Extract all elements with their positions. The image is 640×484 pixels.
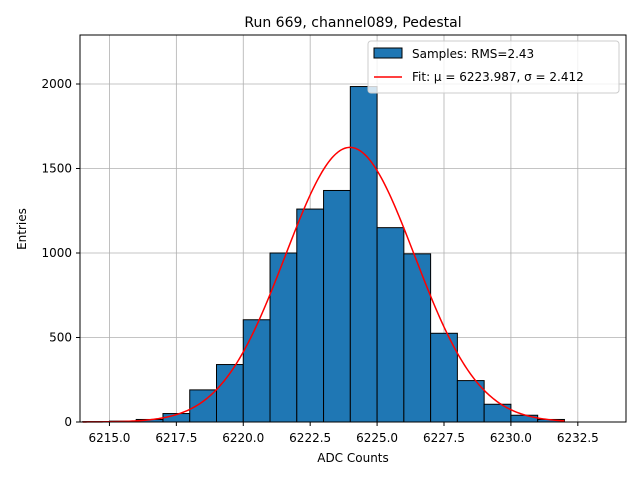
y-axis-label: Entries	[15, 208, 29, 250]
x-tick-label: 6217.5	[155, 431, 197, 445]
histogram-bar	[324, 190, 351, 422]
x-tick-label: 6227.5	[423, 431, 465, 445]
histogram-bar	[350, 87, 377, 422]
histogram-bar	[377, 228, 404, 422]
legend-label-samples: Samples: RMS=2.43	[412, 47, 534, 61]
x-axis-label: ADC Counts	[317, 451, 389, 465]
x-tick-label: 6222.5	[289, 431, 331, 445]
histogram-bar	[270, 253, 297, 422]
histogram-bar	[404, 254, 431, 422]
histogram-bar	[243, 320, 270, 422]
x-tick-label: 6232.5	[557, 431, 599, 445]
histogram-bar	[190, 390, 217, 422]
legend-swatch-samples	[374, 48, 402, 58]
y-tick-label: 500	[49, 331, 72, 345]
chart-title: Run 669, channel089, Pedestal	[244, 15, 461, 31]
histogram-bar	[297, 209, 324, 422]
x-tick-label: 6220.0	[222, 431, 264, 445]
y-tick-label: 2000	[41, 77, 72, 91]
x-tick-label: 6215.0	[88, 431, 130, 445]
legend: Samples: RMS=2.43 Fit: μ = 6223.987, σ =…	[368, 41, 619, 93]
legend-label-fit: Fit: μ = 6223.987, σ = 2.412	[412, 70, 584, 84]
y-tick-label: 1500	[41, 162, 72, 176]
x-tick-label: 6225.0	[356, 431, 398, 445]
histogram-bar	[511, 415, 538, 422]
x-tick-label: 6230.0	[490, 431, 532, 445]
y-tick-label: 0	[64, 415, 72, 429]
y-tick-label: 1000	[41, 246, 72, 260]
